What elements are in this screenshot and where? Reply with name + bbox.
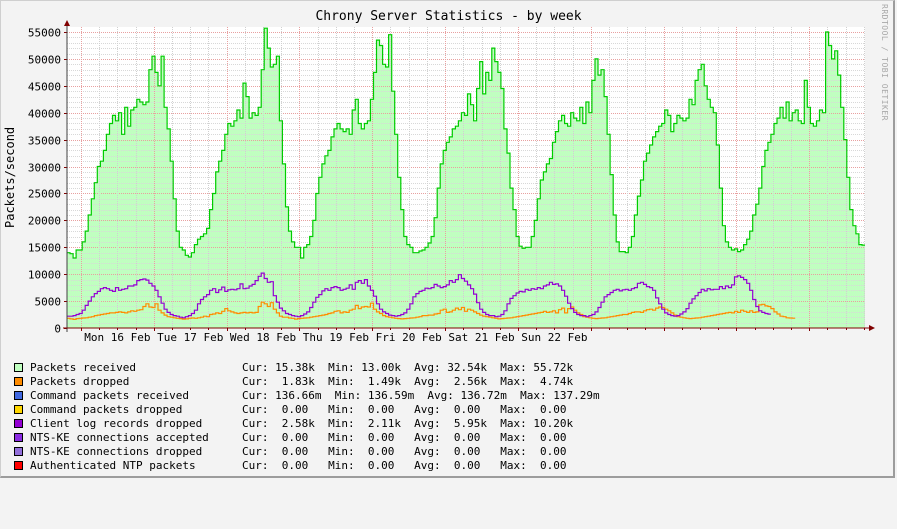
legend-row-nts-ke-connections-accepted: NTS-KE connections accepted Cur: 0.00 Mi… xyxy=(14,431,567,445)
y-tick-label: 50000 xyxy=(28,54,61,67)
y-tick-label: 0 xyxy=(54,323,61,336)
legend-row-command-packets-dropped: Command packets dropped Cur: 0.00 Min: 0… xyxy=(14,403,567,417)
legend-label: Packets dropped xyxy=(30,375,130,388)
legend-swatch-icon xyxy=(14,377,23,386)
legend-label: Command packets received xyxy=(30,389,189,402)
legend-row-client-log-records-dropped: Client log records dropped Cur: 2.58k Mi… xyxy=(14,417,573,431)
legend-swatch-icon xyxy=(14,405,23,414)
legend-label: Authenticated NTP packets xyxy=(30,459,196,472)
chart-title: Chrony Server Statistics - by week xyxy=(315,9,582,24)
legend-swatch-icon xyxy=(14,419,23,428)
series-area-outline xyxy=(67,27,865,259)
x-tick-label: Tue 17 Feb xyxy=(157,331,223,344)
legend-swatch-icon xyxy=(14,461,23,470)
legend-label: NTS-KE connections dropped xyxy=(30,445,203,458)
y-tick-label: 20000 xyxy=(28,215,61,228)
legend-swatch-icon xyxy=(14,447,23,456)
legend-row-packets-received: Packets received Cur: 15.38k Min: 13.00k… xyxy=(14,361,573,375)
x-tick-label: Sat 21 Feb xyxy=(448,331,514,344)
y-tick-label: 15000 xyxy=(28,242,61,255)
legend-row-packets-dropped: Packets dropped Cur: 1.83k Min: 1.49k Av… xyxy=(14,375,573,389)
y-tick-label: 45000 xyxy=(28,81,61,94)
legend-stats: Cur: 1.83k Min: 1.49k Avg: 2.56k Max: 4.… xyxy=(242,375,574,388)
series-lines xyxy=(67,27,865,320)
y-tick-label: 5000 xyxy=(35,296,62,309)
chart-plot: 0 5000 10000 15000 20000 25000 30000 35000 40000… xyxy=(28,20,875,344)
legend-label: Command packets dropped xyxy=(30,403,183,416)
series-line xyxy=(67,272,771,319)
legend-stats: Cur: 0.00 Min: 0.00 Avg: 0.00 Max: 0.00 xyxy=(242,431,567,444)
y-tick-label: 35000 xyxy=(28,135,61,148)
x-tick-label: Sun 22 Feb xyxy=(521,331,587,344)
legend-label: Client log records dropped xyxy=(30,417,203,430)
y-tick-label: 10000 xyxy=(28,269,61,282)
legend-stats: Cur: 15.38k Min: 13.00k Avg: 32.54k Max:… xyxy=(242,361,574,374)
rrdtool-watermark: RRDTOOL / TOBI OETIKER xyxy=(880,4,889,121)
x-tick-label: Fri 20 Feb xyxy=(376,331,442,344)
y-tick-label: 55000 xyxy=(28,27,61,40)
legend-label: NTS-KE connections accepted xyxy=(30,431,209,444)
y-tick-label: 25000 xyxy=(28,188,61,201)
graph-frame xyxy=(0,0,895,478)
y-axis-ticks: 0 5000 10000 15000 20000 25000 30000 35000 40000… xyxy=(28,27,67,336)
grid-overlay xyxy=(67,27,865,328)
legend-stats: Cur: 136.66m Min: 136.59m Avg: 136.72m M… xyxy=(242,389,600,402)
legend-stats: Cur: 0.00 Min: 0.00 Avg: 0.00 Max: 0.00 xyxy=(242,459,567,472)
legend-stats: Cur: 2.58k Min: 2.11k Avg: 5.95k Max: 10… xyxy=(242,417,574,430)
x-tick-label: Thu 19 Feb xyxy=(303,331,369,344)
legend-stats: Cur: 0.00 Min: 0.00 Avg: 0.00 Max: 0.00 xyxy=(242,403,567,416)
legend-label: Packets received xyxy=(30,361,136,374)
legend: Packets received Cur: 15.38k Min: 13.00k… xyxy=(14,361,600,473)
y-axis-arrow-icon xyxy=(64,20,70,26)
x-tick-label: Wed 18 Feb xyxy=(230,331,296,344)
legend-row-authenticated-ntp-packets: Authenticated NTP packets Cur: 0.00 Min:… xyxy=(14,459,567,473)
legend-row-command-packets-received: Command packets received Cur: 136.66m Mi… xyxy=(14,389,600,403)
legend-stats: Cur: 0.00 Min: 0.00 Avg: 0.00 Max: 0.00 xyxy=(242,445,567,458)
y-tick-label: 40000 xyxy=(28,108,61,121)
legend-swatch-icon xyxy=(14,363,23,372)
legend-swatch-icon xyxy=(14,433,23,442)
legend-swatch-icon xyxy=(14,391,23,400)
x-axis-ticks: Mon 16 Feb Tue 17 Feb Wed 18 Feb Thu 19 Feb… xyxy=(81,328,865,344)
legend-row-nts-ke-connections-dropped: NTS-KE connections dropped Cur: 0.00 Min… xyxy=(14,445,567,459)
y-tick-label: 30000 xyxy=(28,162,61,175)
x-tick-label: Mon 16 Feb xyxy=(84,331,150,344)
x-axis-arrow-icon xyxy=(869,325,875,331)
